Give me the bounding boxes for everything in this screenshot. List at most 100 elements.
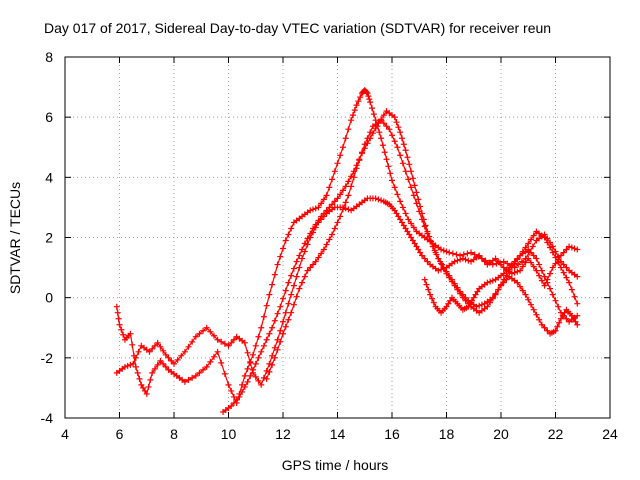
data-point	[171, 360, 177, 367]
data-point	[160, 347, 167, 354]
data-point	[348, 173, 355, 180]
data-point	[271, 317, 278, 324]
data-point	[440, 265, 447, 272]
data-point	[124, 362, 131, 369]
data-point	[527, 259, 534, 266]
data-point	[200, 366, 207, 373]
data-point	[462, 297, 469, 304]
data-point	[241, 383, 248, 390]
data-point	[574, 273, 581, 280]
data-point	[487, 299, 494, 306]
data-point	[318, 200, 325, 207]
data-point	[263, 302, 270, 309]
data-point	[266, 368, 273, 375]
data-point	[547, 285, 554, 292]
data-point	[315, 204, 322, 211]
y-tick-label: 4	[45, 169, 53, 185]
x-tick-label: 10	[221, 426, 237, 442]
data-point	[309, 225, 316, 232]
data-point	[397, 216, 404, 223]
data-point	[342, 135, 349, 142]
data-point	[339, 206, 346, 213]
data-point	[517, 267, 524, 274]
data-point	[518, 258, 525, 265]
data-point	[236, 393, 243, 400]
data-point	[174, 356, 181, 363]
data-point	[386, 126, 393, 133]
data-point	[304, 267, 311, 274]
data-point	[334, 160, 341, 167]
data-point	[519, 263, 526, 270]
data-point	[467, 300, 474, 307]
data-point	[424, 230, 431, 237]
data-point	[244, 365, 251, 372]
data-point	[408, 184, 415, 191]
data-point	[280, 330, 286, 337]
data-point	[315, 254, 322, 261]
data-point	[503, 267, 510, 274]
data-point	[549, 291, 556, 298]
data-point	[274, 346, 281, 353]
y-tick-label: -4	[41, 410, 54, 426]
data-point	[149, 345, 156, 352]
data-point	[549, 264, 556, 271]
data-point	[280, 318, 286, 325]
data-point	[413, 200, 420, 207]
data-point	[337, 152, 344, 159]
data-point	[127, 330, 134, 337]
data-point	[369, 130, 376, 137]
data-point	[266, 360, 273, 367]
data-point	[130, 360, 137, 367]
x-tick-label: 22	[548, 426, 564, 442]
data-point	[241, 372, 248, 379]
series-line	[116, 197, 578, 387]
data-point	[416, 208, 423, 215]
data-point	[557, 264, 564, 271]
data-point	[329, 176, 336, 183]
data-point	[397, 198, 404, 205]
data-point	[348, 183, 355, 190]
data-point	[430, 299, 437, 306]
data-point	[495, 286, 502, 293]
data-point	[312, 258, 319, 265]
y-tick-label: 2	[45, 230, 53, 246]
x-tick-label: 6	[116, 426, 124, 442]
data-point	[334, 219, 341, 226]
data-point	[454, 286, 461, 293]
data-point	[165, 354, 172, 361]
series-line	[116, 89, 578, 405]
data-point	[323, 241, 330, 248]
data-point	[296, 252, 303, 259]
data-point	[515, 261, 522, 268]
data-point	[489, 295, 496, 302]
data-point	[277, 327, 284, 334]
data-point	[312, 221, 319, 228]
data-point	[391, 138, 398, 145]
data-point	[391, 114, 398, 121]
data-point	[574, 300, 581, 307]
data-point	[391, 184, 398, 191]
data-point	[274, 261, 281, 268]
data-point	[438, 246, 445, 253]
data-point	[478, 301, 485, 308]
data-point	[451, 258, 458, 265]
data-point	[269, 324, 276, 331]
data-point	[552, 297, 559, 304]
data-point	[370, 111, 377, 118]
data-point	[307, 207, 314, 214]
data-point	[474, 288, 481, 295]
data-point	[282, 237, 289, 244]
data-point	[489, 277, 496, 284]
data-point	[214, 336, 221, 343]
data-point	[367, 129, 374, 136]
data-point	[552, 254, 559, 261]
data-point	[492, 255, 499, 262]
data-point	[417, 249, 424, 256]
data-point	[277, 253, 284, 260]
data-point	[334, 195, 341, 202]
y-tick-label: -2	[41, 350, 54, 366]
data-point	[345, 126, 352, 133]
data-point	[498, 261, 504, 268]
data-point	[381, 149, 388, 156]
data-point	[114, 309, 121, 316]
